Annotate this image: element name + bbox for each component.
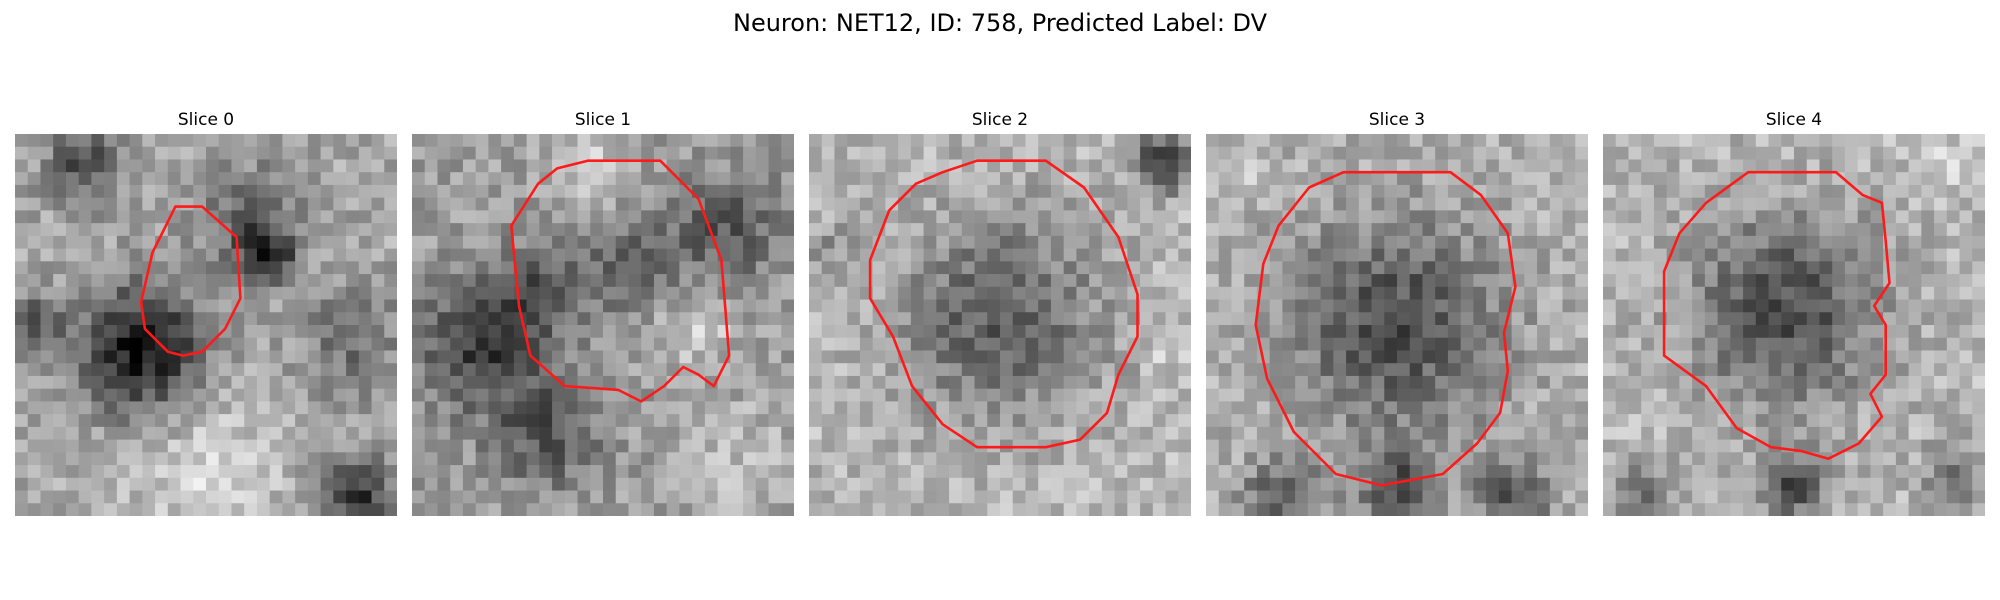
slice-panel-4: Slice 4 [1603,108,1985,518]
slice-panel-3: Slice 3 [1206,108,1588,518]
slice-image [1603,134,1985,516]
slice-image [1206,134,1588,516]
slice-title: Slice 2 [971,110,1029,130]
segmentation-contour [510,159,731,403]
slice-title: Slice 3 [1368,110,1426,130]
pixel-grid [412,134,794,516]
slice-title: Slice 0 [177,110,235,130]
slice-panel-0: Slice 0 [15,108,397,518]
segmentation-contour [1662,170,1891,461]
figure-title: Neuron: NET12, ID: 758, Predicted Label:… [732,9,1268,37]
segmentation-contour [868,159,1139,449]
pixel-grid [1603,134,1985,516]
slice-image [15,134,397,516]
segmentation-contour [139,205,242,357]
pixel-grid [809,134,1191,516]
slice-panel-1: Slice 1 [412,108,794,518]
pixel-grid [15,134,397,516]
pixel-grid [1206,134,1588,516]
slice-panel-2: Slice 2 [809,108,1191,518]
slice-image [412,134,794,516]
segmentation-contour [1254,170,1517,487]
slice-title: Slice 1 [574,110,632,130]
slice-title: Slice 4 [1765,110,1823,130]
slice-image [809,134,1191,516]
